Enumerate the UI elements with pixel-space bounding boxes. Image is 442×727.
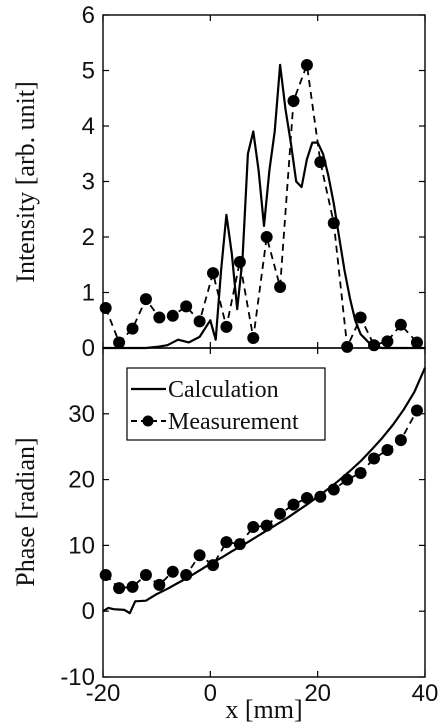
intensity-measurement-point [180,300,193,313]
phase-measurement-point [368,452,381,465]
phase-measurement-point [113,582,126,595]
phase-measurement-point [287,498,300,511]
intensity-measurement-point [193,315,206,328]
phase-measurement-point [410,404,423,417]
x-tick-label: -20 [86,680,121,707]
intensity-measurement-point [126,322,139,335]
x-tick-label: 20 [304,680,331,707]
phase-measurement-point [193,549,206,562]
intensity-series [99,58,425,353]
phase-plot-frame [102,347,426,678]
phase-measurement-point [327,483,340,496]
phase-measurement-point [341,473,354,486]
intensity-y-tick-label: 1 [82,280,95,307]
intensity-measurement-point [314,156,327,169]
intensity-y-tick-labels: 0 1 2 3 4 5 6 [82,2,95,362]
intensity-measurement-point [153,311,166,324]
intensity-measurement-point [381,335,394,348]
intensity-measurement-point [394,318,407,331]
phase-y-axis-label: Phase [radian] [11,437,40,586]
intensity-measurement-point [113,336,126,349]
legend-box [126,367,326,441]
phase-y-tick-label: -10 [60,664,95,691]
intensity-measurement-point [354,311,367,324]
intensity-y-axis-label: Intensity [arb. unit] [11,81,40,282]
legend: Calculation Measurement [126,367,326,441]
intensity-y-tick-label: 6 [82,2,95,29]
phase-measurement-point [126,580,139,593]
phase-measurement-point [314,490,327,503]
phase-measurement-point [153,578,166,591]
phase-measurement-point [166,565,179,578]
intensity-calculation-line [103,63,425,350]
phase-measurement-point [220,536,233,549]
intensity-measurement-point [260,231,273,243]
phase-y-tick-label: 30 [68,401,95,428]
legend-measurement-label: Measurement [168,409,299,435]
phase-series [99,367,427,615]
intensity-measurement-point [99,302,112,315]
intensity-measurement-point [368,339,381,352]
phase-axis-ticks [102,348,426,678]
intensity-measurement-point [220,320,233,333]
phase-measurement-point [354,467,367,480]
phase-panel: -10 0 10 20 30 -20 0 20 40 Phase [radian] x [mm]… [11,347,438,724]
intensity-measurement-point [327,217,340,230]
intensity-measurement-point [207,267,220,280]
phase-calculation-line [102,367,427,615]
intensity-measurement-line [104,64,418,351]
intensity-axis-ticks [102,14,426,349]
x-tick-label: 40 [412,680,439,707]
phase-measurement-point [394,434,407,447]
phase-measurement-point [139,569,152,582]
intensity-measurement-point [341,340,354,353]
phase-measurement-point [381,443,394,456]
intensity-measurement-point [410,336,423,349]
phase-measurement-point [260,519,273,532]
x-tick-label: 0 [204,680,217,707]
x-axis-label: x [mm] [225,695,302,724]
intensity-y-tick-label: 5 [82,58,95,85]
intensity-measurement-point [274,280,287,293]
phase-measurement-point [180,569,193,582]
intensity-measurement-point [233,255,246,268]
intensity-measurement-point [300,58,313,71]
intensity-measurement-point [247,332,260,345]
phase-tick-labels: -10 0 10 20 30 -20 0 20 40 [60,401,438,707]
intensity-measurement-point [287,95,300,108]
intensity-y-tick-label: 3 [82,169,95,196]
legend-calculation-label: Calculation [168,377,279,403]
phase-measurement-point [233,538,246,551]
phase-measurement-point [300,492,313,505]
phase-measurement-point [247,520,260,533]
intensity-y-tick-label: 0 [82,335,95,362]
phase-y-tick-label: 10 [68,532,95,559]
phase-y-tick-label: 0 [82,598,95,625]
legend-measurement-marker [142,415,154,427]
phase-y-tick-label: 20 [68,467,95,494]
intensity-measurement-point [166,309,179,322]
intensity-measurement-point [139,293,152,306]
phase-measurement-point [274,507,287,520]
intensity-y-tick-label: 4 [82,113,95,140]
intensity-y-tick-label: 2 [82,224,95,251]
intensity-panel: 0 1 2 3 4 5 6 Intensity [arb. unit] [11,2,426,362]
phase-measurement-point [99,569,112,582]
phase-measurement-point [207,559,220,572]
